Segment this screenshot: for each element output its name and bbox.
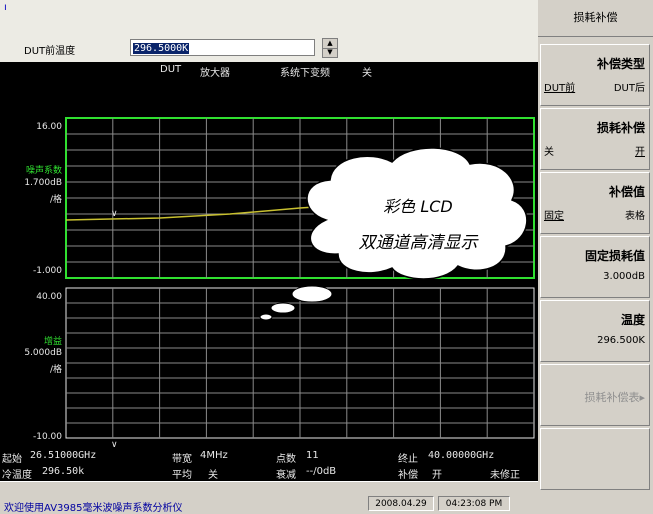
softkey-panel: 损耗补偿 补偿类型 DUT前 DUT后 损耗补偿 关 开 补偿值 固定 表格 固… xyxy=(538,0,653,513)
blank-softkey[interactable] xyxy=(540,428,650,490)
loss-table-label: 损耗补偿表▸ xyxy=(584,391,645,404)
lower-chart: ∨ xyxy=(65,287,535,450)
compensation-value: 开 xyxy=(432,470,442,481)
comp-type-opt-before: DUT前 xyxy=(544,83,576,94)
start-label: 起始 xyxy=(2,454,22,465)
comp-value-opt-fixed: 固定 xyxy=(544,211,564,222)
lower-bottom-value: -10.00 xyxy=(32,432,62,442)
bubble-dot-icon xyxy=(259,313,273,321)
average-value: 关 xyxy=(208,470,218,481)
upper-scale: 1.700dB xyxy=(24,178,62,188)
bubble-dot-icon xyxy=(291,285,333,303)
stop-value: 40.00000GHz xyxy=(428,450,495,461)
lower-grid xyxy=(66,288,534,438)
status-time: 04:23:08 PM xyxy=(438,496,510,511)
upper-top-value: 16.00 xyxy=(36,122,62,132)
points-label: 点数 xyxy=(276,454,296,465)
comp-type-softkey[interactable]: 补偿类型 DUT前 DUT后 xyxy=(540,44,650,106)
attenuation-value: --/0dB xyxy=(306,466,337,477)
measurement-screen: DUT 放大器 系统下变频 关 ∨ ∨ 彩色 LCD 双通道高清显示 16.0 xyxy=(0,62,538,481)
comp-value-softkey[interactable]: 补偿值 固定 表格 xyxy=(540,172,650,234)
spin-up-icon[interactable]: ▲ xyxy=(323,39,337,49)
comp-type-opt-after: DUT后 xyxy=(613,83,645,94)
param-label: DUT前温度 xyxy=(24,46,76,57)
comp-value-opt-table: 表格 xyxy=(625,211,645,222)
dut-temperature-input[interactable]: 296.5000K xyxy=(130,39,315,56)
temperature-label: 温度 xyxy=(620,313,645,327)
points-value: 11 xyxy=(306,450,319,461)
sweep-info: 起始 26.51000GHz 带宽 4MHz 点数 11 终止 40.00000… xyxy=(0,450,538,482)
lower-param-name: 增益 xyxy=(43,337,62,347)
loss-comp-label: 损耗补偿 xyxy=(596,121,645,135)
loss-comp-opt-off: 关 xyxy=(544,147,554,158)
title-bar: ı xyxy=(0,0,538,37)
spin-down-icon[interactable]: ▼ xyxy=(327,48,333,56)
cloud-bubble-icon xyxy=(306,147,528,280)
upper-bottom-value: -1.000 xyxy=(32,266,62,276)
bubble-dot-icon xyxy=(270,302,296,314)
callout-bubble: 彩色 LCD 双通道高清显示 xyxy=(259,147,528,321)
cold-temp-label: 冷温度 xyxy=(2,470,32,481)
down-conversion-label: 系统下变频 xyxy=(280,68,330,79)
bubble-line-2: 双通道高清显示 xyxy=(359,233,480,253)
bubble-line-1: 彩色 LCD xyxy=(383,197,453,216)
marker-icon: ∨ xyxy=(111,209,118,219)
average-label: 平均 xyxy=(172,470,192,481)
status-bar: 欢迎使用AV3985毫米波噪声系数分析仪 2008.04.29 04:23:08… xyxy=(0,481,538,514)
status-message: 欢迎使用AV3985毫米波噪声系数分析仪 xyxy=(4,503,183,514)
fixed-loss-label: 固定损耗值 xyxy=(584,249,645,263)
cursor-marker: ı xyxy=(4,2,7,13)
fixed-loss-value: 3.000dB xyxy=(603,271,645,282)
temperature-softkey[interactable]: 温度 296.500K xyxy=(540,300,650,362)
down-conversion-state: 关 xyxy=(362,68,372,79)
lower-scale: 5.000dB xyxy=(24,348,62,358)
marker-icon: ∨ xyxy=(111,440,118,450)
start-value: 26.51000GHz xyxy=(30,450,97,461)
upper-param-name: 噪声系数 xyxy=(25,166,62,176)
dual-chart-area: ∨ ∨ 彩色 LCD 双通道高清显示 xyxy=(65,117,535,450)
status-date: 2008.04.29 xyxy=(368,496,434,511)
attenuation-label: 衰减 xyxy=(276,470,296,481)
upper-per-div: /格 xyxy=(49,195,62,205)
bandwidth-label: 带宽 xyxy=(172,454,192,465)
dut-type: 放大器 xyxy=(200,68,230,79)
correction-status: 未修正 xyxy=(490,470,520,481)
loss-comp-opt-on: 开 xyxy=(635,147,645,158)
bandwidth-value: 4MHz xyxy=(200,450,228,461)
value-spinner[interactable]: ▲ ▼ xyxy=(322,38,338,58)
compensation-label: 补偿 xyxy=(398,470,418,481)
param-value: 296.5000K xyxy=(133,43,190,54)
lower-per-div: /格 xyxy=(49,365,62,375)
stop-label: 终止 xyxy=(398,454,418,465)
loss-table-softkey[interactable]: 损耗补偿表▸ xyxy=(540,364,650,426)
comp-type-label: 补偿类型 xyxy=(596,57,645,71)
temperature-value: 296.500K xyxy=(597,335,645,346)
cold-temp-value: 296.50k xyxy=(42,466,85,477)
loss-comp-softkey[interactable]: 损耗补偿 关 开 xyxy=(540,108,650,170)
parameter-entry-row: DUT前温度 296.5000K ▲ ▼ xyxy=(0,36,538,63)
dut-label: DUT xyxy=(160,64,182,75)
lower-top-value: 40.00 xyxy=(36,292,62,302)
softkey-menu-title: 损耗补偿 xyxy=(538,0,653,37)
fixed-loss-softkey[interactable]: 固定损耗值 3.000dB xyxy=(540,236,650,298)
comp-value-label: 补偿值 xyxy=(608,185,645,199)
